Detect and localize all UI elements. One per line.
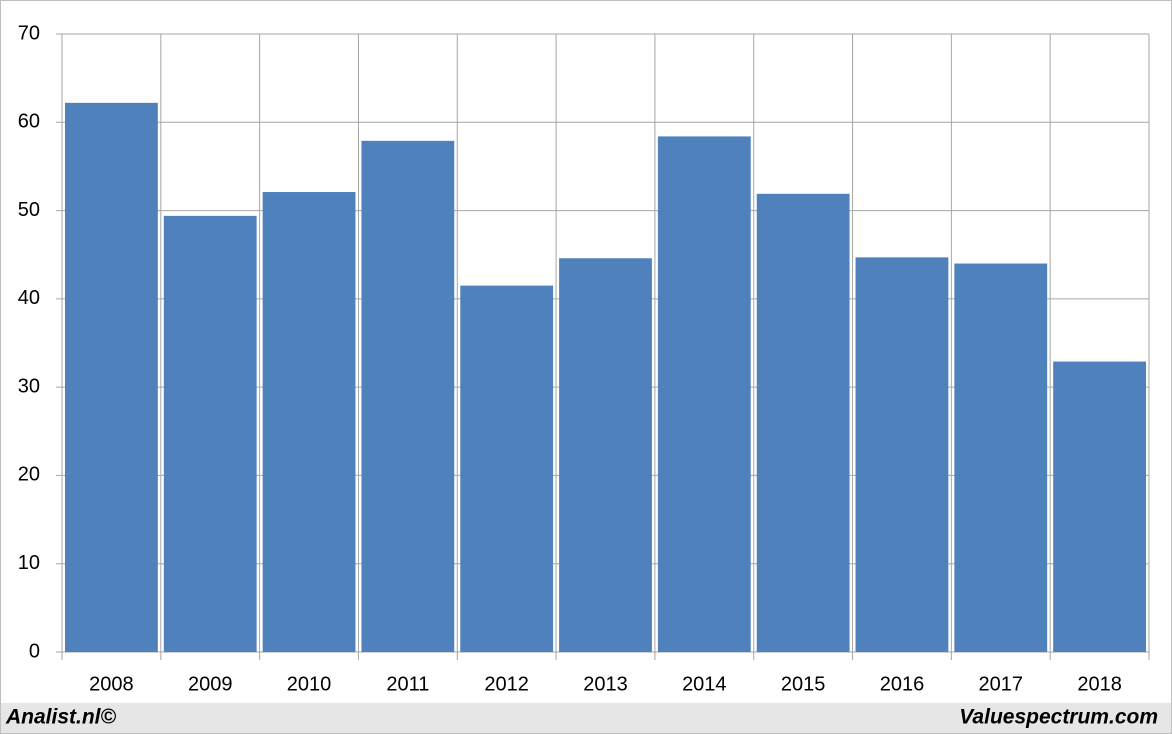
x-tick-label: 2016: [880, 673, 925, 695]
x-tick-label: 2012: [484, 673, 529, 695]
bar: [657, 136, 751, 652]
y-tick-label: 0: [29, 640, 40, 662]
bar: [65, 102, 158, 652]
bar: [855, 257, 949, 652]
x-tick-label: 2011: [386, 673, 429, 695]
footer-left: Analist.nl©: [5, 706, 117, 729]
bar: [559, 258, 652, 652]
x-tick-label: 2018: [1077, 673, 1122, 695]
bar: [1053, 361, 1146, 652]
y-tick-label: 70: [18, 22, 40, 44]
bar: [163, 215, 257, 652]
x-tick-label: 2010: [287, 673, 332, 695]
y-tick-label: 50: [18, 199, 40, 221]
x-tick-label: 2015: [781, 673, 826, 695]
footer-right: Valuespectrum.com: [959, 706, 1158, 729]
y-tick-label: 30: [18, 375, 40, 397]
bar: [262, 192, 356, 652]
x-tick-label: 2014: [682, 673, 727, 695]
footer-band: [1, 703, 1171, 733]
y-tick-label: 20: [18, 464, 40, 486]
bar: [756, 193, 850, 652]
x-tick-label: 2008: [89, 673, 134, 695]
y-tick-label: 10: [18, 552, 40, 574]
bar: [361, 140, 455, 652]
bar: [460, 285, 554, 652]
x-tick-label: 2009: [188, 673, 233, 695]
y-tick-label: 40: [18, 287, 40, 309]
x-tick-label: 2013: [583, 673, 628, 695]
x-tick-label: 2017: [979, 673, 1024, 695]
y-tick-label: 60: [18, 111, 40, 133]
bar: [954, 263, 1048, 652]
